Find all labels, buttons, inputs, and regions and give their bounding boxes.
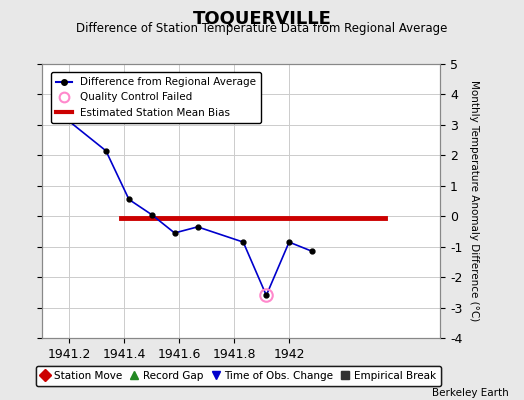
Text: TOQUERVILLE: TOQUERVILLE (192, 10, 332, 28)
Text: Difference of Station Temperature Data from Regional Average: Difference of Station Temperature Data f… (77, 22, 447, 35)
Legend: Difference from Regional Average, Quality Control Failed, Estimated Station Mean: Difference from Regional Average, Qualit… (51, 72, 261, 123)
Text: Berkeley Earth: Berkeley Earth (432, 388, 508, 398)
Legend: Station Move, Record Gap, Time of Obs. Change, Empirical Break: Station Move, Record Gap, Time of Obs. C… (36, 366, 441, 386)
Y-axis label: Monthly Temperature Anomaly Difference (°C): Monthly Temperature Anomaly Difference (… (469, 80, 479, 322)
